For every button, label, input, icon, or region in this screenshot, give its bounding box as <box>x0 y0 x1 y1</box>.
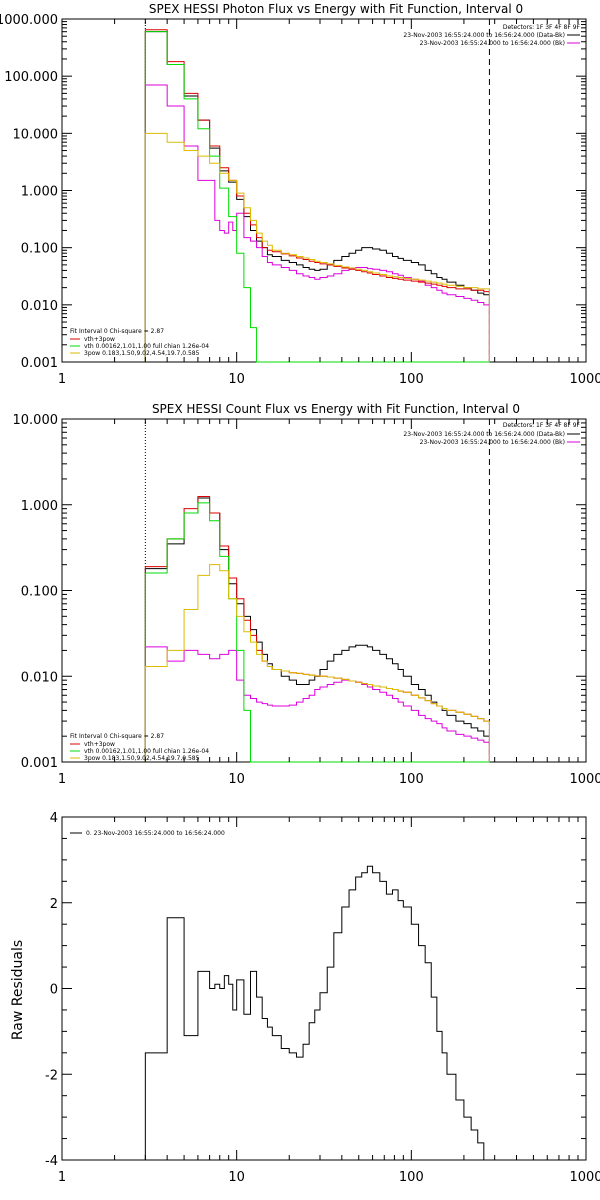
series-data-bk <box>144 497 490 762</box>
series-bk <box>144 646 490 762</box>
y-tick-label: 0 <box>50 983 58 998</box>
y-tick-label: 100.000 <box>4 70 58 85</box>
legend-fit-interval: Fit Interval 0 Chi-square = 2.87 <box>70 733 164 740</box>
legend-detectors: Detectors: 1F 3F 4F 8F 9F <box>503 24 581 31</box>
photon-flux-ticks: 1 10 100 1000 1000.000 100.000 10.000 1.000 0.10… <box>0 13 600 387</box>
x-tick-label: 1000 <box>569 372 600 387</box>
y-tick-label: 0.100 <box>21 242 58 257</box>
legend-data-bk: 23-Nov-2003 16:55:24.000 to 16:56:24.000… <box>403 431 565 438</box>
legend-3pow: 3pow 0.183,1.50,9.02,4.54,19.7,0.585 <box>84 755 200 762</box>
legend-detectors: Detectors: 1F 3F 4F 8F 9F <box>503 422 581 429</box>
y-tick-label: 0.001 <box>21 756 58 771</box>
y-tick-label: 4 <box>50 811 58 826</box>
y-tick-label: 1000.000 <box>0 13 58 28</box>
series-0-23-nov-2003-16-55-24-000-to-16-56-24-000 <box>144 865 490 1161</box>
x-tick-label: 1 <box>58 772 66 787</box>
plot-frame <box>61 18 587 363</box>
count-flux-legend-right: Detectors: 1F 3F 4F 8F 9F 23-Nov-2003 16… <box>403 422 580 446</box>
legend-bk: 23-Nov-2003 16:55:24.000 to 16:56:24.000… <box>420 40 565 47</box>
legend-fit-interval: Fit Interval 0 Chi-square = 2.87 <box>70 328 164 335</box>
count-flux-title: SPEX HESSI Count Flux vs Energy with Fit… <box>152 402 520 416</box>
y-tick-label: 10.000 <box>13 127 59 142</box>
photon-flux-legend-right: Detectors: 1F 3F 4F 8F 9F 23-Nov-2003 16… <box>403 24 580 47</box>
plot-frame <box>61 418 587 763</box>
photon-flux-panel: SPEX HESSI Photon Flux vs Energy with Fi… <box>0 2 600 387</box>
legend-residuals: 0. 23-Nov-2003 16:55:24.000 to 16:56:24.… <box>86 830 225 837</box>
legend-vth3pow: vth+3pow <box>84 741 115 748</box>
residuals-ticks: 1 10 100 1000 4 2 0 -2 -4 <box>45 811 600 1185</box>
plot-frame <box>61 816 587 1161</box>
x-tick-label: 1 <box>58 372 66 387</box>
y-tick-label: 0.001 <box>21 356 58 371</box>
series-bk <box>144 84 490 362</box>
residuals-ylabel: Raw Residuals <box>10 940 26 1040</box>
residuals-panel: Raw Residuals 1 10 100 1000 4 2 0 -2 -4 0. 23-No… <box>10 811 600 1185</box>
x-tick-label: 1000 <box>569 772 600 787</box>
x-tick-label: 100 <box>399 1170 424 1185</box>
series-3pow <box>144 132 490 362</box>
y-tick-label: 0.010 <box>21 299 58 314</box>
count-flux-ticks: 1 10 100 1000 10.000 1.000 0.100 0.010 0.001 <box>13 413 600 787</box>
legend-vth: vth 0.00162,1.01,1.00 full chian 1.26e-0… <box>84 748 209 755</box>
y-tick-label: 1.000 <box>21 185 58 200</box>
x-tick-label: 100 <box>399 772 424 787</box>
photon-flux-title: SPEX HESSI Photon Flux vs Energy with Fi… <box>149 2 523 16</box>
photon-flux-plot-area <box>61 18 587 363</box>
y-tick-label: 2 <box>50 897 58 912</box>
series-vth-3pow <box>144 495 490 762</box>
y-tick-label: 0.010 <box>21 670 58 685</box>
x-tick-label: 10 <box>228 772 245 787</box>
y-tick-label: 10.000 <box>13 413 59 428</box>
x-tick-label: 10 <box>228 372 245 387</box>
legend-3pow: 3pow 0.183,1.50,9.02,4.54,19.7,0.585 <box>84 350 200 357</box>
x-tick-label: 100 <box>399 372 424 387</box>
count-flux-panel: SPEX HESSI Count Flux vs Energy with Fit… <box>13 402 600 787</box>
series-vth <box>144 502 490 763</box>
series-data-bk <box>144 31 490 362</box>
legend-vth: vth 0.00162,1.01,1.00 full chian 1.26e-0… <box>84 343 209 350</box>
residuals-legend: 0. 23-Nov-2003 16:55:24.000 to 16:56:24.… <box>70 830 225 837</box>
x-tick-label: 10 <box>228 1170 245 1185</box>
series-vth <box>144 31 490 363</box>
photon-flux-legend-left: Fit Interval 0 Chi-square = 2.87 vth+3po… <box>70 328 209 357</box>
x-tick-label: 1000 <box>569 1170 600 1185</box>
series-3pow <box>144 564 490 762</box>
y-tick-label: 1.000 <box>21 499 58 514</box>
y-tick-label: -4 <box>45 1154 58 1169</box>
y-tick-label: 0.100 <box>21 585 58 600</box>
x-tick-label: 1 <box>58 1170 66 1185</box>
residuals-plot-area <box>61 816 587 1161</box>
legend-data-bk: 23-Nov-2003 16:55:24.000 to 16:56:24.000… <box>403 32 565 39</box>
legend-vth3pow: vth+3pow <box>84 336 115 343</box>
y-tick-label: -2 <box>45 1068 58 1083</box>
count-flux-legend-left: Fit Interval 0 Chi-square = 2.87 vth+3po… <box>70 733 209 762</box>
count-flux-plot-area <box>61 418 587 763</box>
series-vth-3pow <box>144 29 490 362</box>
legend-bk: 23-Nov-2003 16:55:24.000 to 16:56:24.000… <box>420 439 565 446</box>
